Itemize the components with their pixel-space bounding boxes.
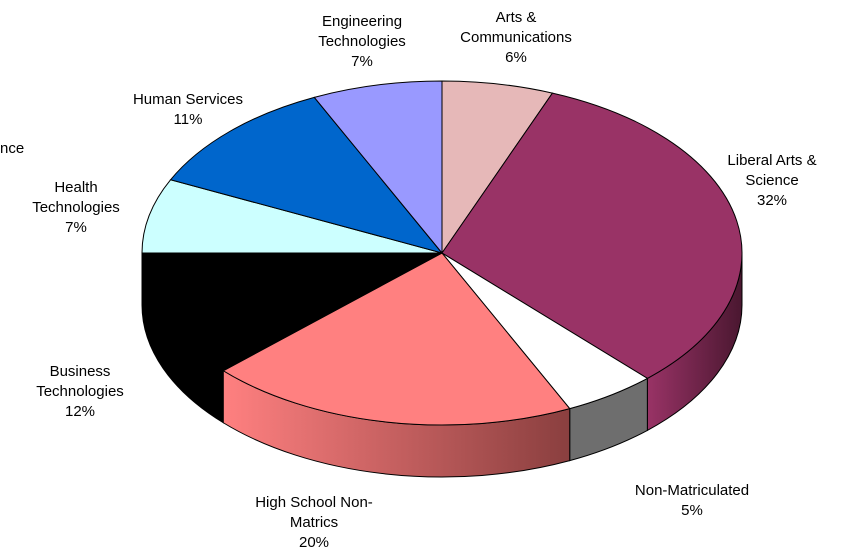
- cropped-label-fragment: nce: [0, 140, 24, 157]
- slice-health-technologies: [141, 179, 443, 254]
- slice-label-business-technologies: Business Technologies 12%: [36, 363, 124, 420]
- slice-label-non-matriculated: Non-Matriculated 5%: [635, 482, 749, 519]
- slice-label-human-services: Human Services 11%: [133, 91, 243, 128]
- pie-labels: Arts & Communications 6% Liberal Arts & Scie…: [0, 9, 817, 551]
- slice-label-high-school-non-matrics: High School Non-Matrics 20%: [255, 494, 373, 551]
- slice-high-school-non-matrics: [222, 252, 571, 426]
- slice-engineering-technologies: [313, 80, 443, 255]
- slice-label-engineering-technologies: Engineering Technologies 7%: [318, 13, 406, 70]
- slice-business-technologies: [141, 252, 443, 372]
- slice-label-arts-communications: Arts & Communications 6%: [460, 9, 572, 66]
- slice-label-liberal-arts-science: Liberal Arts & Science 32%: [727, 152, 816, 209]
- pie-sides: [141, 252, 743, 478]
- slice-human-services: [169, 96, 444, 254]
- pie-tops: [141, 80, 743, 426]
- slice-label-health-technologies: Health Technologies 7%: [32, 179, 120, 236]
- slice-liberal-arts-science: [441, 92, 743, 379]
